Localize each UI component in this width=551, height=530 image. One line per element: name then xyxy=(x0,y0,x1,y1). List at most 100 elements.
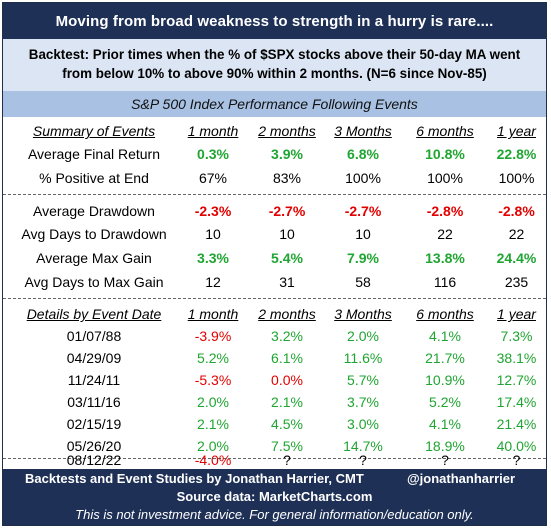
cell-value: ? xyxy=(359,452,367,468)
cell-value: 10.9% xyxy=(425,372,465,388)
row-label: Avg Days to Drawdown xyxy=(21,226,167,242)
cell-value: 6.8% xyxy=(347,146,379,162)
dashed-divider xyxy=(3,298,546,299)
column-header-3-months: 3 Months xyxy=(334,123,392,139)
cell-value: -2.8% xyxy=(426,203,464,219)
cell-value: 3.9% xyxy=(271,146,303,162)
backtest-description-line-1: Backtest: Prior times when the % of $SPX… xyxy=(28,47,521,62)
summary-header-row: Summary of Events 1 month 2 months 3 Mon… xyxy=(3,120,546,143)
cell-value: 12 xyxy=(205,274,221,290)
column-header-2-months: 2 months xyxy=(258,123,316,139)
table-row: 04/29/09 5.2% 6.1% 11.6% 21.7% 38.1% xyxy=(3,347,546,370)
table-row: 01/07/88 -3.9% 3.2% 2.0% 4.1% 7.3% xyxy=(3,325,546,348)
backtest-description-line-2: from below 10% to above 90% within 2 mon… xyxy=(62,66,487,81)
cell-value: 4.5% xyxy=(271,416,303,432)
cell-value: 12.7% xyxy=(496,372,537,388)
source-note: Source data: MarketCharts.com xyxy=(176,489,373,504)
cell-value: 3.2% xyxy=(271,328,303,344)
column-header-1-year: 1 year xyxy=(497,306,536,322)
table-row: % Positive at End 67% 83% 100% 100% 100% xyxy=(3,167,546,190)
row-label: Average Max Gain xyxy=(36,250,152,266)
footer: Backtests and Event Studies by Jonathan … xyxy=(3,469,546,525)
cell-value: 38.1% xyxy=(496,350,537,366)
cell-value: 100% xyxy=(345,170,381,186)
row-label: Average Final Return xyxy=(27,146,161,162)
table-row: 08/12/22 -4.0% ? ? ? ? xyxy=(3,451,546,469)
cell-value: 40.0% xyxy=(496,438,537,454)
table-row: Avg Days to Drawdown 10 10 10 22 22 xyxy=(3,223,546,246)
cell-value: 22 xyxy=(437,226,453,242)
cell-value: 100% xyxy=(427,170,463,186)
table-row: Average Drawdown -2.3% -2.7% -2.7% -2.8%… xyxy=(3,200,546,223)
cell-value: 10 xyxy=(205,226,221,242)
column-header-1-month: 1 month xyxy=(187,306,239,322)
row-label: % Positive at End xyxy=(39,170,149,186)
author-credit: Backtests and Event Studies by Jonathan … xyxy=(25,471,364,486)
table-row: 11/24/11 -5.3% 0.0% 5.7% 10.9% 12.7% xyxy=(3,369,546,392)
twitter-handle[interactable]: @jonathanharrier xyxy=(407,471,516,486)
cell-value: 7.5% xyxy=(271,438,303,454)
cell-value: -3.9% xyxy=(194,328,232,344)
cell-value: 5.7% xyxy=(347,372,379,388)
cell-value: 11.6% xyxy=(343,350,383,366)
cell-value: 7.9% xyxy=(347,250,379,266)
cell-value: 31 xyxy=(279,274,295,290)
section-title: S&P 500 Index Performance Following Even… xyxy=(3,91,546,117)
cell-value: 5.2% xyxy=(429,394,461,410)
cell-value: 7.3% xyxy=(500,328,533,344)
cell-value: 13.8% xyxy=(425,250,465,266)
cell-value: -2.7% xyxy=(344,203,382,219)
row-label: Average Drawdown xyxy=(33,203,155,219)
cell-value: 2.1% xyxy=(271,394,303,410)
dashed-divider xyxy=(3,194,546,195)
cell-value: 5.2% xyxy=(197,350,229,366)
cell-value: -2.7% xyxy=(268,203,306,219)
event-date: 05/26/20 xyxy=(66,438,122,454)
backtest-description: Backtest: Prior times when the % of $SPX… xyxy=(3,39,546,91)
cell-value: 22.8% xyxy=(496,146,537,162)
cell-value: 4.1% xyxy=(429,416,461,432)
details-header-row: Details by Event Date 1 month 2 months 3… xyxy=(3,303,546,326)
cell-value: 14.7% xyxy=(343,438,383,454)
table-row: Average Final Return 0.3% 3.9% 6.8% 10.8… xyxy=(3,143,546,166)
dashed-divider xyxy=(3,458,546,459)
cell-value: 2.0% xyxy=(197,394,229,410)
cell-value: 0.0% xyxy=(271,372,303,388)
event-date: 08/12/22 xyxy=(66,452,122,468)
event-date: 11/24/11 xyxy=(67,372,121,388)
cell-value: 18.9% xyxy=(425,438,465,454)
table-row: Average Max Gain 3.3% 5.4% 7.9% 13.8% 24… xyxy=(3,247,546,270)
event-date: 01/07/88 xyxy=(66,328,122,344)
event-date: 03/11/16 xyxy=(67,394,121,410)
cell-value: 235 xyxy=(504,274,529,290)
cell-value: 10.8% xyxy=(425,146,465,162)
summary-header-label: Summary of Events xyxy=(32,123,156,139)
cell-value: -5.3% xyxy=(194,372,232,388)
cell-value: 0.3% xyxy=(197,146,229,162)
event-date: 02/15/19 xyxy=(66,416,122,432)
table-card: Moving from broad weakness to strength i… xyxy=(2,2,547,526)
cell-value: 6.1% xyxy=(271,350,303,366)
cell-value: 3.3% xyxy=(197,250,229,266)
cell-value: 21.7% xyxy=(425,350,465,366)
cell-value: 4.1% xyxy=(429,328,461,344)
column-header-2-months: 2 months xyxy=(258,306,316,322)
cell-value: 83% xyxy=(272,170,302,186)
cell-value: 2.0% xyxy=(197,438,229,454)
column-header-6-months: 6 months xyxy=(416,123,474,139)
cell-value: 2.0% xyxy=(347,328,379,344)
cell-value: 22 xyxy=(508,226,525,242)
table-row: Avg Days to Max Gain 12 31 58 116 235 xyxy=(3,271,546,294)
cell-value: 2.1% xyxy=(197,416,229,432)
cell-value: 10 xyxy=(355,226,371,242)
cell-value: 17.4% xyxy=(496,394,537,410)
cell-value: 3.0% xyxy=(347,416,379,432)
cell-value: 58 xyxy=(355,274,371,290)
cell-value: ? xyxy=(283,452,291,468)
cell-value: 67% xyxy=(198,170,228,186)
column-header-1-month: 1 month xyxy=(187,123,239,139)
cell-value: -4.0% xyxy=(194,452,232,468)
cell-value: 21.4% xyxy=(496,416,537,432)
table-row: 03/11/16 2.0% 2.1% 3.7% 5.2% 17.4% xyxy=(3,391,546,414)
footer-credit-line: Backtests and Event Studies by Jonathan … xyxy=(3,471,546,489)
